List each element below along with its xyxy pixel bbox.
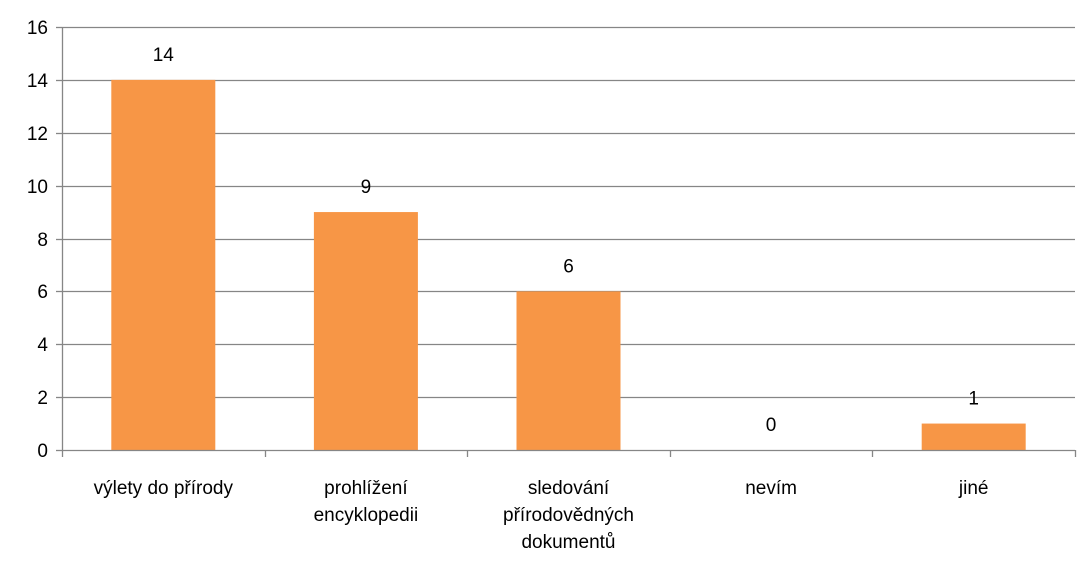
y-tick-label: 8: [37, 230, 48, 251]
x-category-label-line: výlety do přírody: [94, 478, 234, 499]
x-category-label: sledování přírodovědných dokumentů: [503, 478, 634, 553]
data-label: 14: [153, 45, 175, 66]
y-tick-label: 16: [27, 18, 48, 39]
data-label: 6: [563, 256, 574, 277]
x-category-label: prohlížení encyklopedii: [314, 478, 419, 526]
bar: [111, 79, 216, 450]
x-category-label-line: prohlížení: [324, 478, 408, 499]
data-label: 0: [766, 415, 777, 436]
x-category-label: nevím: [745, 478, 797, 499]
x-category-label: jiné: [958, 478, 989, 499]
x-category-label-line: dokumentů: [521, 532, 615, 553]
labels: 0 2 4 6 8 10 12 14 16 14 9 6 0 1 výlety do přírody proh…: [27, 18, 989, 553]
bar: [516, 291, 621, 450]
y-tick-label: 0: [37, 441, 48, 462]
y-tick-label: 12: [27, 124, 48, 145]
data-label: 1: [968, 389, 979, 410]
x-category-label-line: nevím: [745, 478, 797, 499]
y-tick-label: 4: [37, 335, 48, 356]
y-tick-label: 14: [27, 71, 49, 92]
x-category-label-line: přírodovědných: [503, 505, 634, 526]
bar: [313, 212, 418, 450]
axes: [56, 26, 1077, 457]
x-category-label: výlety do přírody: [94, 478, 234, 499]
y-tick-label: 6: [37, 282, 48, 303]
x-category-label-line: sledování: [528, 478, 610, 499]
x-category-label-line: jiné: [958, 478, 989, 499]
y-tick-label: 10: [27, 177, 48, 198]
data-label: 9: [361, 177, 372, 198]
x-category-label-line: encyklopedii: [314, 505, 419, 526]
bars: [111, 79, 1026, 450]
bar: [921, 423, 1026, 450]
y-tick-label: 2: [37, 388, 48, 409]
